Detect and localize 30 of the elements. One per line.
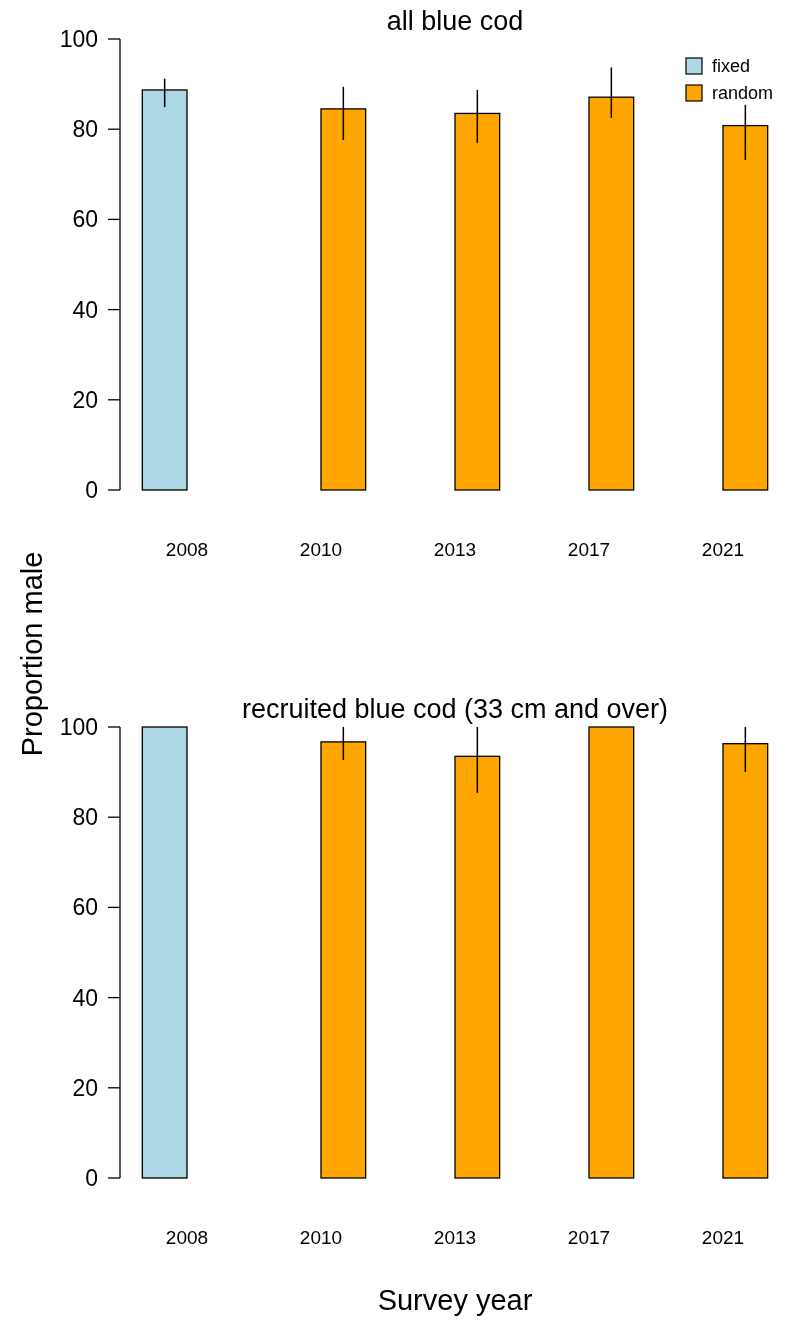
y-tick-label: 60 [72,894,98,921]
x-tick-label: 2008 [165,1227,209,1248]
y-tick-label: 80 [72,804,98,831]
y-tick-label: 100 [59,714,98,741]
bar [141,726,188,1179]
chart-title: all blue cod [386,6,524,36]
x-tick-label: 2021 [701,539,745,560]
x-tick-label: 2010 [299,539,343,560]
chart-title: recruited blue cod (33 cm and over) [241,694,669,724]
x-tick-label: 2010 [299,1227,343,1248]
y-tick-label: 40 [72,984,98,1011]
y-tick-label: 40 [72,296,98,323]
x-tick-label: 2008 [165,539,209,560]
x-tick-label: 2017 [567,1227,611,1248]
x-tick-label: 2021 [701,1227,745,1248]
y-tick-label: 0 [85,1165,98,1192]
x-tick-label: 2017 [567,539,611,560]
y-tick-label: 20 [72,1074,98,1101]
y-tick-label: 0 [85,477,98,504]
y-axis-title: Proportion male [16,551,48,757]
y-tick-label: 20 [72,386,98,413]
y-tick-label: 80 [72,116,98,143]
x-tick-label: 2013 [433,539,477,560]
x-tick-label: 2013 [433,1227,477,1248]
legend-label: random [712,83,774,104]
legend-label: fixed [712,56,751,77]
y-tick-label: 60 [72,206,98,233]
y-tick-label: 100 [59,26,98,53]
x-axis-title: Survey year [377,1284,533,1316]
bar [588,726,635,1179]
